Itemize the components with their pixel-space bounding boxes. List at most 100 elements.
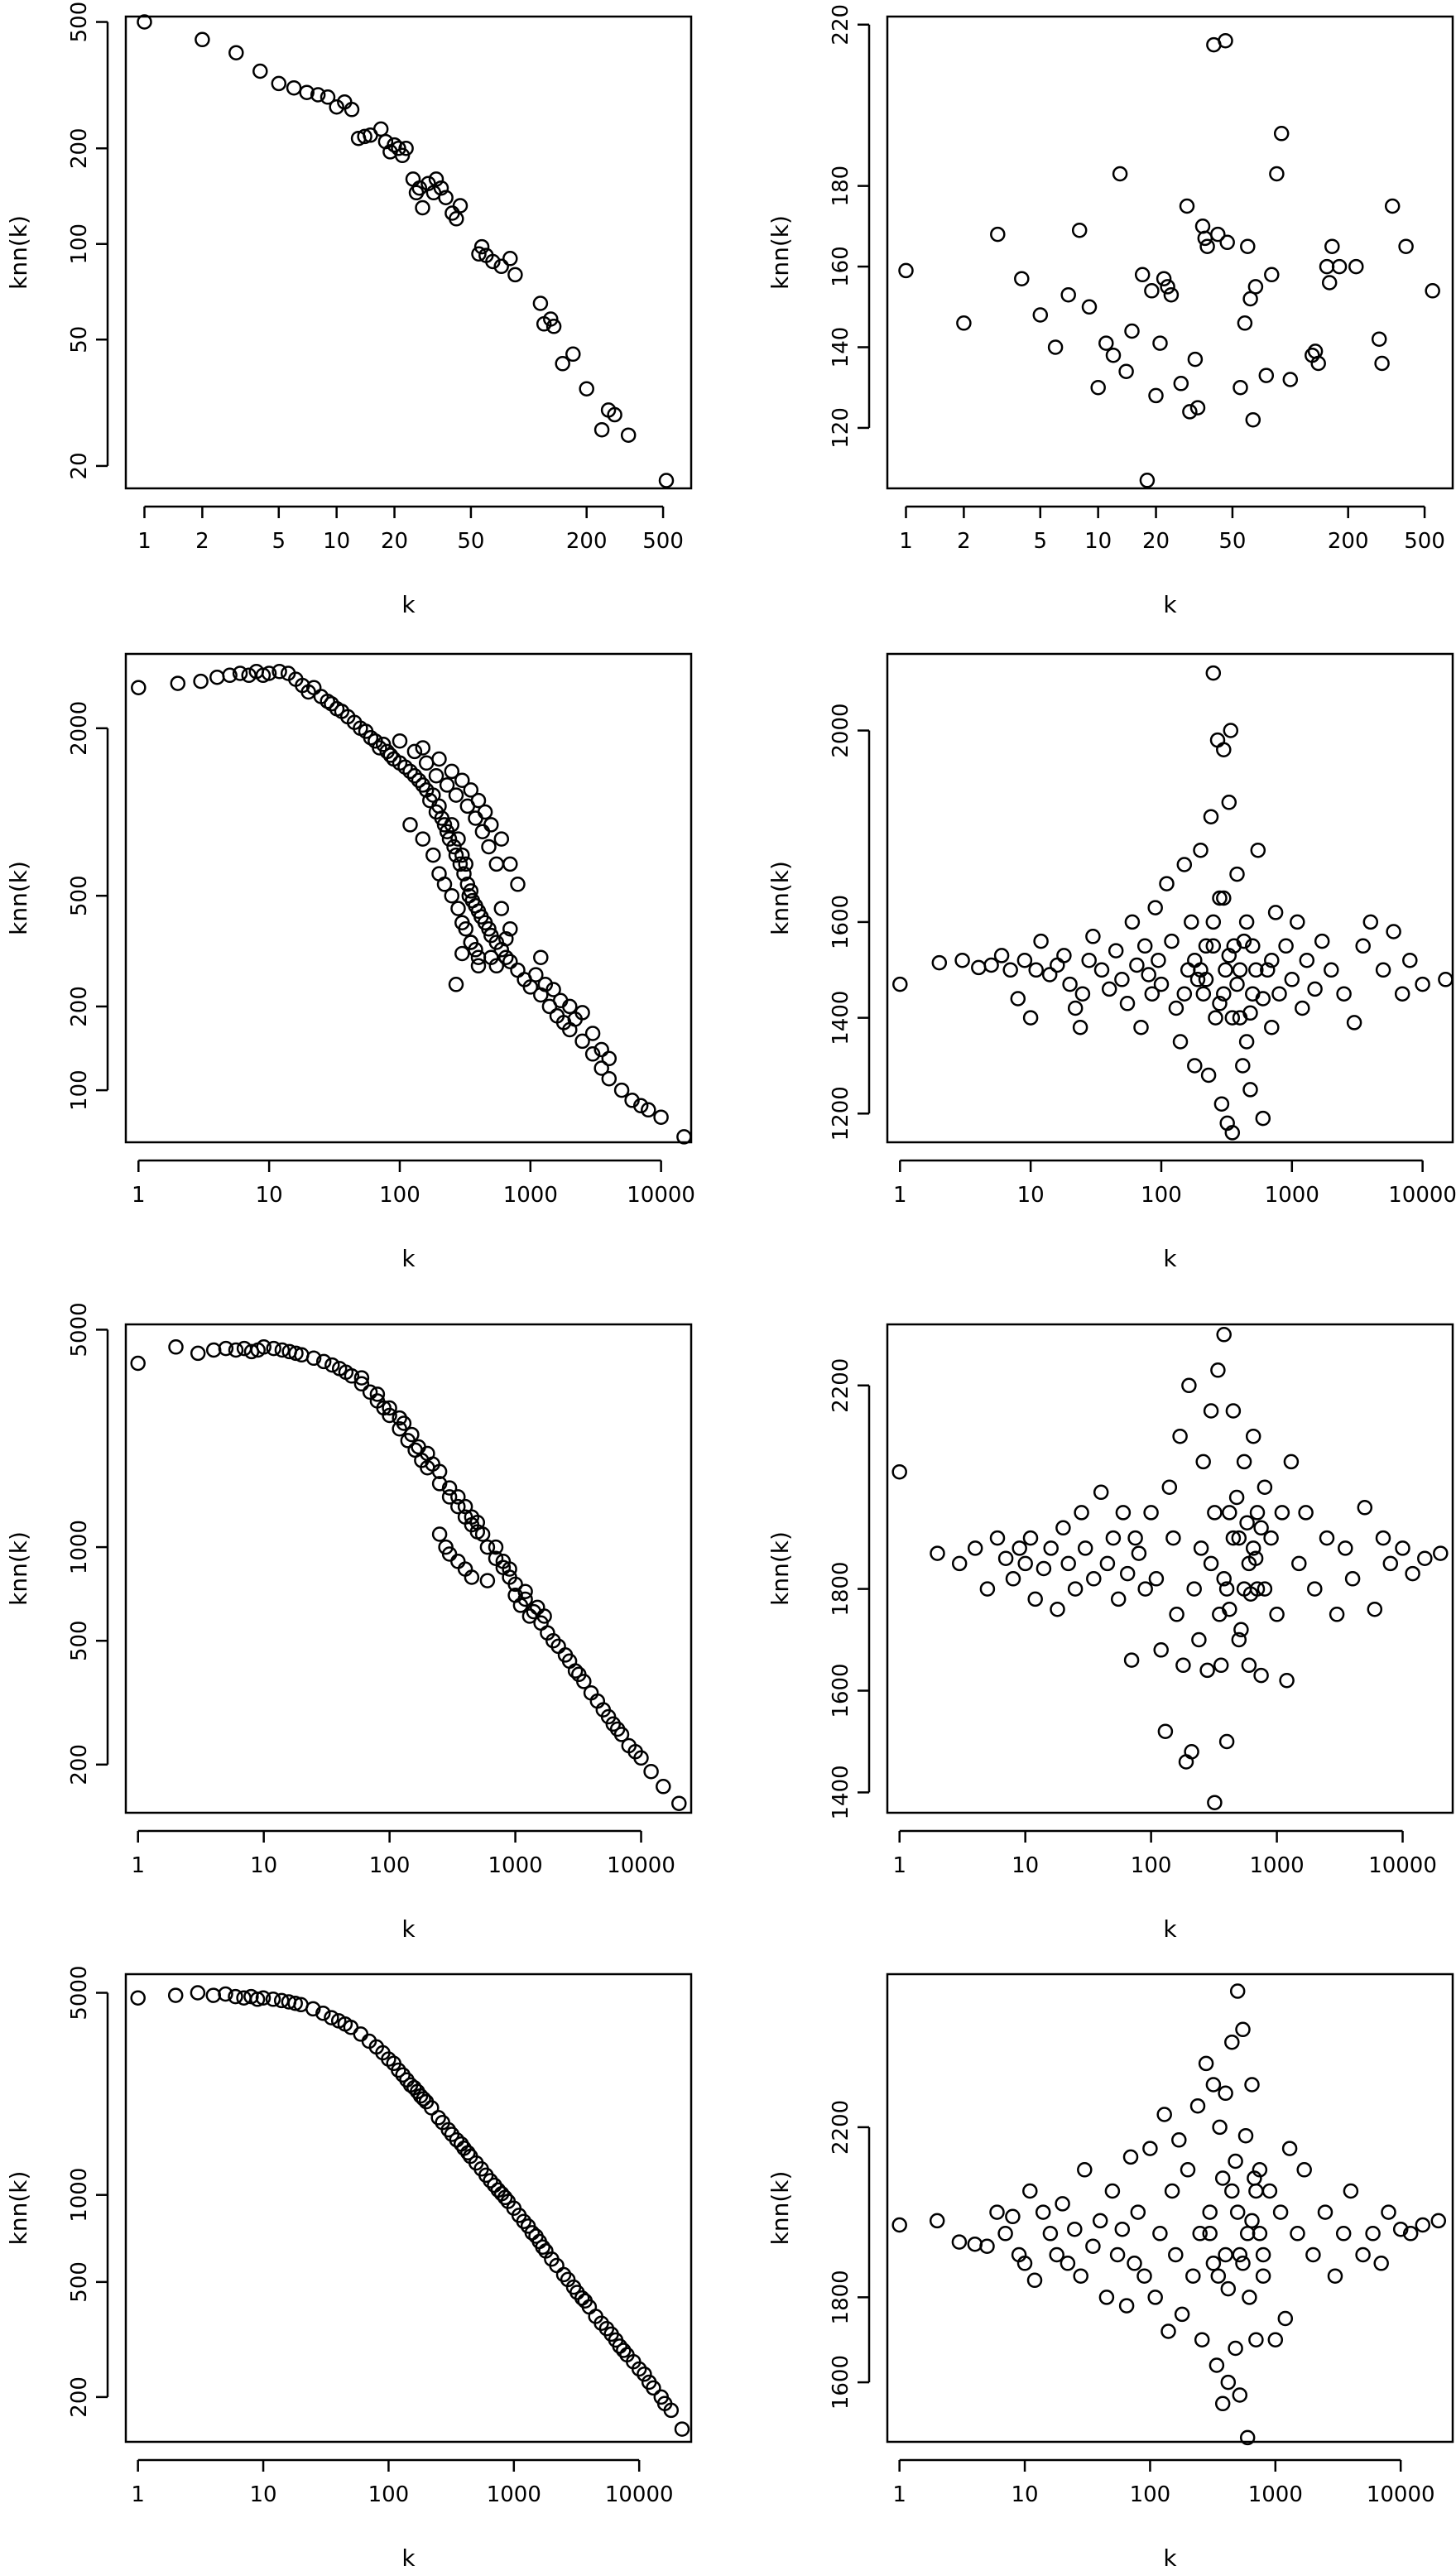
x-tick-label: 500 [1404, 529, 1445, 554]
data-point [1258, 368, 1275, 383]
data-point [1200, 1067, 1217, 1084]
data-point [1119, 1565, 1136, 1582]
data-point [569, 2285, 585, 2300]
data-point [1005, 1571, 1021, 1587]
data-point [522, 979, 539, 995]
x-tick-label: 10 [1017, 1183, 1045, 1208]
data-point [967, 1540, 983, 1556]
data-point [593, 1041, 609, 1058]
data-point [411, 1439, 426, 1455]
data-point [1142, 2141, 1158, 2156]
data-point [1290, 914, 1305, 930]
data-point [989, 1530, 1006, 1546]
data-point [1067, 1581, 1084, 1597]
data-point [931, 954, 948, 971]
data-point [1202, 2204, 1218, 2220]
data-point [1257, 1479, 1273, 1495]
data-point [1060, 2256, 1076, 2271]
data-point [1129, 957, 1145, 973]
data-point [1043, 1540, 1059, 1556]
data-point [1042, 2226, 1059, 2242]
x-tick-label: 10 [250, 2482, 277, 2507]
data-point [271, 663, 287, 680]
data-point [1255, 2268, 1271, 2284]
data-point [271, 75, 287, 92]
data-point [305, 1350, 322, 1367]
data-point [1153, 1642, 1169, 1658]
data-point [1160, 2323, 1176, 2339]
data-point [1062, 976, 1078, 992]
data-point [1147, 900, 1163, 915]
y-tick-label: 100 [67, 1069, 92, 1111]
data-point [474, 1526, 491, 1542]
x-tick-label: 2 [195, 529, 209, 554]
data-point [997, 1550, 1014, 1566]
data-point [989, 2204, 1005, 2220]
data-point [1248, 962, 1264, 978]
data-point [436, 877, 453, 892]
data-point [1212, 996, 1228, 1012]
data-point [1298, 1505, 1314, 1521]
data-point [1272, 2204, 1289, 2220]
data-point [1118, 363, 1134, 379]
data-point [1202, 2226, 1218, 2242]
data-point [1172, 1034, 1189, 1050]
data-point [990, 226, 1006, 243]
data-point [493, 831, 510, 847]
data-point [1171, 2132, 1187, 2148]
data-point [1085, 929, 1101, 944]
data-point [520, 2218, 536, 2234]
data-point [1283, 1454, 1300, 1470]
data-point [1229, 2204, 1246, 2220]
data-point [265, 1992, 281, 2007]
data-point [656, 2395, 673, 2411]
data-point [444, 763, 460, 780]
data-point [1282, 372, 1299, 387]
data-point [1228, 1489, 1245, 1506]
data-point [1176, 986, 1193, 1002]
x-tick-label: 100 [379, 1183, 420, 1208]
data-point [1189, 2097, 1206, 2114]
data-point [498, 930, 514, 947]
plot-panel-2: 1 2 5 10 20 50 200 500 120 140 160 180 220 k knn(k) [766, 4, 1454, 618]
data-point [1425, 283, 1440, 299]
data-point [1119, 996, 1136, 1012]
data-point [1430, 2213, 1447, 2229]
data-point [1016, 952, 1033, 968]
data-point [1392, 2221, 1409, 2237]
data-point [1335, 2226, 1352, 2242]
data-point [450, 1554, 466, 1569]
data-point [228, 1342, 244, 1358]
data-point [646, 2380, 661, 2396]
data-point [497, 2189, 513, 2206]
data-point [1224, 1125, 1241, 1141]
plot-frame [886, 652, 1454, 1144]
data-point [1324, 238, 1340, 254]
data-point [1055, 2196, 1070, 2212]
data-point [1236, 1454, 1252, 1470]
y-axis-title: knn(k) [5, 215, 32, 290]
data-point [397, 759, 413, 775]
data-point [483, 2173, 498, 2189]
data-point [507, 267, 523, 283]
data-point [560, 2271, 576, 2288]
data-point [1307, 981, 1323, 997]
data-point [1152, 2226, 1168, 2242]
data-point [1017, 1555, 1033, 1572]
data-point [315, 2005, 331, 2021]
x-tick-label: 10000 [627, 1183, 695, 1208]
data-point [1249, 1505, 1266, 1521]
data-point [1284, 972, 1300, 987]
data-point [1242, 2290, 1257, 2305]
data-point [1238, 1034, 1255, 1050]
data-point [1086, 1571, 1102, 1587]
data-point [1415, 976, 1430, 992]
data-point [1198, 2055, 1214, 2072]
data-point [891, 1463, 907, 1480]
data-point [394, 147, 411, 164]
data-point [929, 2213, 945, 2229]
data-point [1032, 307, 1049, 323]
data-point [1118, 2298, 1135, 2314]
data-point [600, 1708, 617, 1725]
data-point [1355, 2246, 1371, 2263]
